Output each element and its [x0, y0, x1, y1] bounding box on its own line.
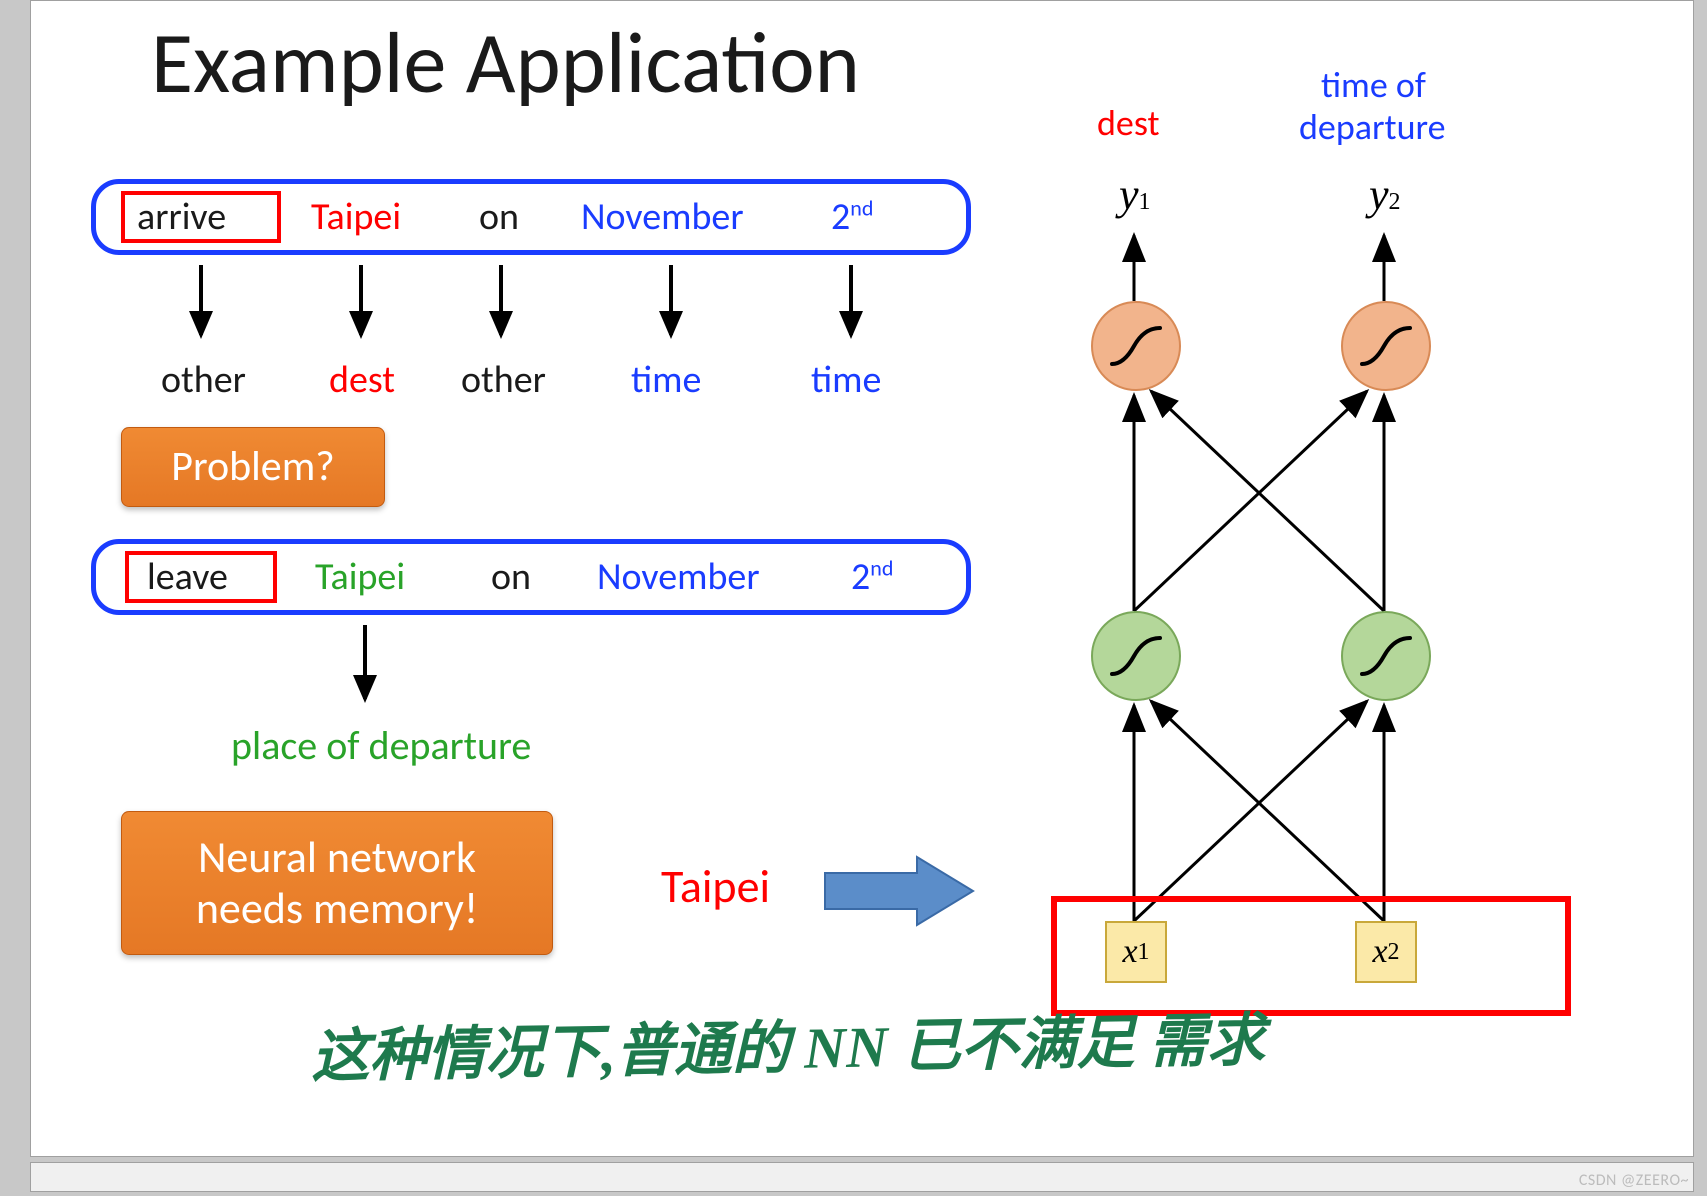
tag-other-2: other [461, 357, 546, 403]
sigmoid-icon [1358, 320, 1414, 372]
tag-time-2: time [811, 357, 881, 403]
page-title: Example Application [151, 11, 860, 116]
word-2nd-1: 2nd [831, 194, 873, 240]
sigmoid-icon [1358, 630, 1414, 682]
tag-other-1: other [161, 357, 246, 403]
place-of-departure-label: place of departure [231, 721, 531, 770]
word-2nd-2: 2nd [851, 554, 893, 600]
orange-node-2 [1341, 301, 1431, 391]
word-november-2: November [597, 554, 760, 600]
nn-diagram: dest time of departure y1 y2 [1011, 51, 1651, 1111]
memory-line2: needs memory! [196, 883, 478, 934]
handwritten-note: 这种情况下,普通的 NN 已不满足 需求 [310, 993, 1265, 1094]
memory-line1: Neural network [196, 832, 478, 883]
bubble2-row: leave Taipei on November 2nd [91, 539, 971, 615]
green-node-2 [1341, 611, 1431, 701]
bubble1-row: arrive Taipei on November 2nd [91, 179, 971, 255]
green-node-1 [1091, 611, 1181, 701]
highlight-box-leave [125, 551, 277, 603]
tag-dest: dest [329, 357, 395, 403]
arrow-bubble2 [91, 619, 971, 715]
memory-callout: Neural network needs memory! [121, 811, 553, 955]
word-on-2: on [491, 554, 531, 600]
memory-lines: Neural network needs memory! [196, 832, 478, 933]
block-arrow-icon [821, 853, 981, 929]
highlight-box-arrive [121, 191, 281, 243]
sigmoid-icon [1108, 320, 1164, 372]
problem-callout: Problem? [121, 427, 385, 507]
next-page-strip [30, 1162, 1694, 1192]
word-taipei-1: Taipei [311, 194, 401, 240]
slide-page: Example Application arrive Taipei on Nov… [30, 0, 1694, 1157]
word-november-1: November [581, 194, 744, 240]
tag-time-1: time [631, 357, 701, 403]
w2b-sup: nd [870, 554, 893, 581]
taipei-input-label: Taipei [661, 859, 770, 915]
orange-node-1 [1091, 301, 1181, 391]
w2b-main: 2 [851, 554, 870, 600]
watermark-text: CSDN @ZEERO~ [1579, 1171, 1689, 1190]
sigmoid-icon [1108, 630, 1164, 682]
problem-text: Problem? [171, 443, 334, 491]
word-taipei-2: Taipei [315, 554, 405, 600]
w2-main: 2 [831, 194, 850, 240]
w2-sup: nd [850, 194, 873, 221]
arrows-bubble1 [91, 259, 971, 353]
word-on-1: on [479, 194, 519, 240]
